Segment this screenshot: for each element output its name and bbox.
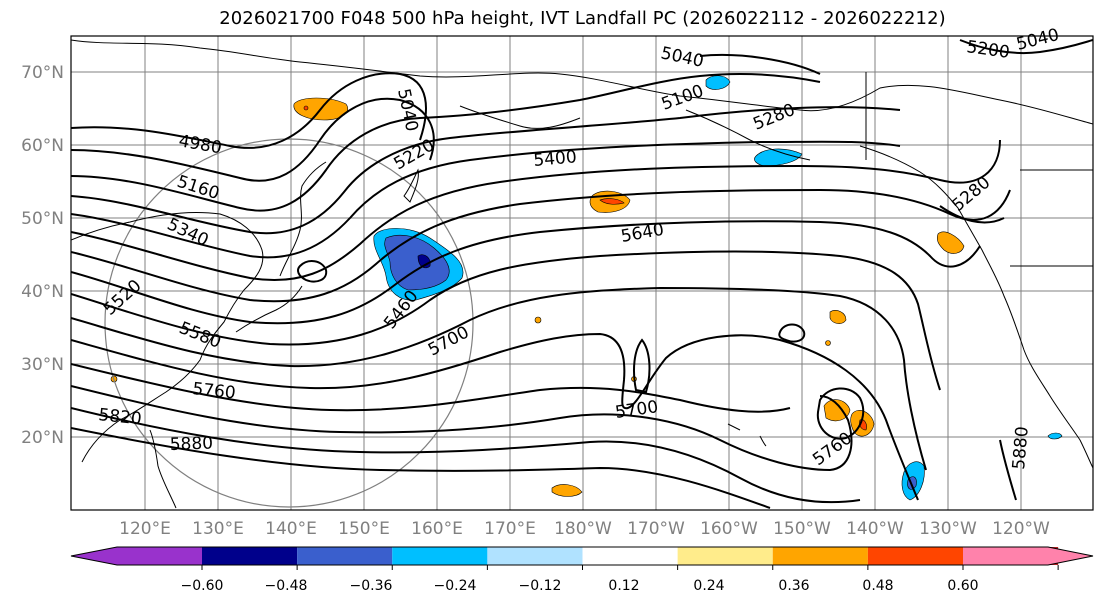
colorbar-tick-label: −0.24 — [434, 578, 477, 594]
colorbar-tick-label: −0.12 — [519, 578, 562, 594]
lon-label: 170°E — [484, 519, 536, 539]
colorbar-segment — [202, 547, 298, 565]
ivt-positive-region-3 — [936, 231, 965, 254]
coastlines — [71, 39, 1093, 509]
colorbar-segment — [867, 547, 963, 565]
lat-label: 30°N — [21, 355, 64, 375]
colorbar-ticks: −0.60 −0.48 −0.36 −0.24 −0.12 0.12 0.24 … — [181, 578, 979, 594]
lon-label: 170°W — [627, 519, 685, 539]
plot-area — [71, 36, 1093, 510]
lat-label: 40°N — [21, 282, 64, 302]
colorbar-segment — [963, 547, 1048, 565]
lat-label: 60°N — [21, 136, 64, 156]
lon-label: 140°W — [846, 519, 904, 539]
colorbar-segment — [772, 547, 868, 565]
lat-label: 20°N — [21, 428, 64, 448]
lon-label: 160°W — [700, 519, 758, 539]
colorbar-tick-label: 0.48 — [862, 578, 893, 594]
ivt-positive-region-6 — [551, 484, 583, 497]
colorbar-segment — [117, 547, 202, 565]
colorbar-tick-label: −0.60 — [181, 578, 224, 594]
lat-label: 50°N — [21, 209, 64, 229]
contour-label: 5820 — [97, 405, 142, 429]
colorbar-tick-label: −0.48 — [265, 578, 308, 594]
lon-label: 140°E — [265, 519, 317, 539]
colorbar-tick-label: 0.12 — [608, 578, 639, 594]
lon-label: 150°W — [773, 519, 831, 539]
ivt-shading — [110, 75, 1063, 501]
lon-label: 160°E — [411, 519, 463, 539]
colorbar-outline — [70, 546, 1094, 566]
lon-label: 180°W — [554, 519, 612, 539]
range-circle — [104, 138, 474, 508]
contour-label: 5400 — [533, 147, 578, 171]
colorbar-segment — [297, 547, 393, 565]
colorbar-tick-label: 0.60 — [947, 578, 978, 594]
latitude-labels: 70°N 60°N 50°N 40°N 30°N 20°N — [21, 63, 64, 448]
colorbar-segment — [677, 547, 773, 565]
colorbar — [70, 546, 1094, 570]
contour-label: 5760 — [191, 379, 236, 403]
colorbar-segment — [582, 547, 678, 565]
lon-label: 150°E — [338, 519, 390, 539]
map-title: 2026021700 F048 500 hPa height, IVT Land… — [219, 8, 946, 29]
colorbar-tick-label: 0.24 — [693, 578, 724, 594]
colorbar-segment — [392, 547, 488, 565]
lon-label: 130°E — [192, 519, 244, 539]
contour-label: 5880 — [169, 433, 213, 454]
lon-label: 120°W — [992, 519, 1050, 539]
ivt-negative-region-1-core — [384, 235, 450, 291]
colorbar-tick-label: −0.36 — [350, 578, 393, 594]
ivt-positive-region-5 — [829, 310, 847, 324]
height-contours — [71, 39, 1093, 509]
lon-label: 130°W — [919, 519, 977, 539]
ivt-negative-region-4 — [705, 75, 731, 90]
longitude-labels: 120°E 130°E 140°E 150°E 160°E 170°E 180°… — [119, 519, 1050, 539]
lat-label: 70°N — [21, 63, 64, 83]
contour-label: 5880 — [1009, 426, 1033, 471]
colorbar-extend-max — [1048, 547, 1093, 565]
colorbar-extend-min — [71, 547, 117, 565]
plot-frame — [70, 35, 1094, 511]
lon-label: 120°E — [119, 519, 171, 539]
colorbar-segment — [487, 547, 583, 565]
colorbar-tick-label: 0.36 — [778, 578, 809, 594]
ivt-negative-region-3 — [754, 148, 803, 167]
